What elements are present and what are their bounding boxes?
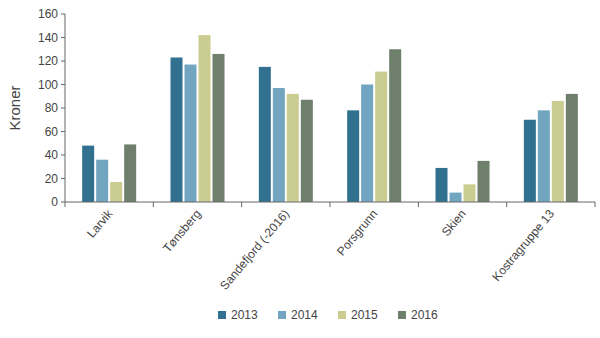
bar xyxy=(301,100,313,202)
bar xyxy=(464,184,476,202)
legend-label: 2014 xyxy=(291,308,318,322)
legend-label: 2013 xyxy=(231,308,258,322)
y-tick xyxy=(61,61,65,62)
bar xyxy=(566,94,578,202)
y-tick-label: 100 xyxy=(38,78,58,92)
legend-swatch xyxy=(398,311,406,319)
y-tick xyxy=(61,155,65,156)
y-tick xyxy=(61,202,65,203)
y-tick-label: 0 xyxy=(51,195,58,209)
x-tick-label: Skien xyxy=(439,207,469,239)
bar xyxy=(124,144,136,202)
y-tick-label: 60 xyxy=(45,125,59,139)
bar xyxy=(110,182,122,202)
bar xyxy=(436,168,448,202)
x-tick xyxy=(153,202,154,207)
y-tick xyxy=(61,37,65,38)
x-tick-label: Porsgrunn xyxy=(334,207,380,258)
legend-swatch xyxy=(278,311,286,319)
bar xyxy=(213,54,225,202)
y-tick xyxy=(61,131,65,132)
bar xyxy=(361,85,373,203)
y-tick xyxy=(61,178,65,179)
bar xyxy=(199,35,211,202)
y-axis xyxy=(65,14,66,202)
x-tick xyxy=(65,202,66,207)
y-tick-label: 160 xyxy=(38,7,58,21)
y-tick-label: 20 xyxy=(45,172,59,186)
bar xyxy=(347,110,359,202)
bars xyxy=(82,35,578,202)
bar xyxy=(287,94,299,202)
y-tick xyxy=(61,84,65,85)
x-tick xyxy=(506,202,507,207)
y-axis-label: Kroner xyxy=(6,85,23,130)
legend-swatch xyxy=(338,311,346,319)
bar xyxy=(552,101,564,202)
bar xyxy=(82,146,94,202)
y-tick xyxy=(61,108,65,109)
y-tick-label: 80 xyxy=(45,101,59,115)
y-tick-label: 120 xyxy=(38,54,58,68)
y-tick xyxy=(61,14,65,15)
chart: 0 20 40 60 80 100 120 140 160 Kroner Larvik Tønsber… xyxy=(0,0,600,338)
y-tick-label: 40 xyxy=(45,148,59,162)
bar xyxy=(375,72,387,202)
legend-swatch xyxy=(218,311,226,319)
bar xyxy=(273,88,285,202)
legend-label: 2015 xyxy=(351,308,378,322)
bar xyxy=(524,120,536,202)
bar xyxy=(478,161,490,202)
bar xyxy=(450,193,462,202)
x-tick-label: Tønsberg xyxy=(160,207,204,255)
bar xyxy=(171,57,183,202)
x-tick-label: Kostragruppe 13 xyxy=(489,207,557,284)
x-tick-label: Larvik xyxy=(84,206,116,240)
x-tick-label: Sandefjord (-2016) xyxy=(217,207,292,293)
x-tick xyxy=(418,202,419,207)
bar xyxy=(185,65,197,202)
legend-label: 2016 xyxy=(411,308,438,322)
bar xyxy=(538,110,550,202)
x-tick xyxy=(330,202,331,207)
x-tick xyxy=(241,202,242,207)
x-tick xyxy=(595,202,596,207)
bar xyxy=(96,160,108,202)
y-tick-label: 140 xyxy=(38,31,58,45)
bar xyxy=(389,49,401,202)
bar xyxy=(259,67,271,202)
